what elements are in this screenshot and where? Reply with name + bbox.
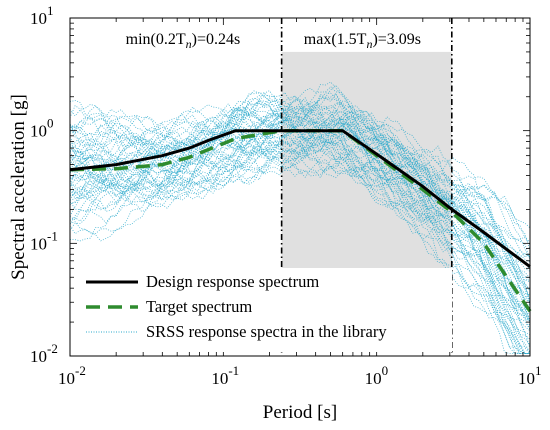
library-spectrum-line [69,149,530,354]
x-axis-title: Period [s] [263,402,337,423]
y-tick-label: 10-1 [30,228,58,253]
y-axis-title: Spectral acceleration [g] [8,94,29,280]
library-spectrum-line [69,139,530,354]
library-spectrum-line [69,127,531,313]
library-spectrum-line [69,115,531,313]
library-spectrum-line [70,140,531,353]
legend-label: Target spectrum [146,297,252,316]
legend-label: Design response spectrum [146,272,319,291]
library-spectra-layer [69,81,531,354]
library-spectrum-line [69,138,530,354]
library-spectrum-line [69,91,531,229]
x-tick-label: 10-2 [58,363,86,388]
library-spectrum-line [69,95,531,330]
period-bound-label: max(1.5Tn)=3.09s [304,31,421,51]
library-spectrum-line [69,90,531,303]
x-tick-label: 10-1 [211,363,239,388]
library-spectrum-line [69,113,531,263]
library-spectrum-line [69,131,531,292]
library-spectrum-line [69,136,530,354]
library-spectrum-line [69,131,531,327]
library-spectrum-line [69,136,531,330]
legend-box [76,268,452,352]
library-spectrum-line [69,148,531,321]
y-tick-label: 10-2 [30,341,58,366]
vline-layer: min(0.2Tn)=0.24s max(1.5Tn)=3.09s [126,18,453,356]
library-spectrum-line [70,145,531,300]
library-spectrum-line [69,121,531,259]
library-spectrum-line [69,125,531,354]
library-spectrum-line [69,111,531,320]
library-spectrum-line [69,95,531,260]
y-tick-label: 101 [30,3,54,28]
library-spectrum-line [69,142,531,353]
axes-layer: 10-2 10-1 100 101 10-2 10-1 100 101 Period [s] Sp… [8,3,542,423]
x-tick-label: 100 [365,363,389,388]
library-spectrum-line [69,141,531,282]
library-spectrum-line [69,99,531,271]
library-spectrum-line [69,129,531,349]
y-tick-label: 100 [30,116,54,141]
plot-frame [69,17,531,357]
x-tick-label: 101 [518,363,542,388]
period-bound-label: min(0.2Tn)=0.24s [126,31,241,51]
legend: Design response spectrum Target spectrum S… [76,268,452,352]
library-spectrum-line [69,120,531,320]
library-spectrum-line [69,144,530,354]
library-spectrum-line [69,86,531,324]
library-spectrum-line [69,93,531,336]
library-spectrum-line [69,109,531,346]
library-spectrum-line [69,81,531,243]
target-spectrum-line [69,128,532,313]
library-spectrum-line [69,113,530,354]
library-spectrum-line [69,102,531,303]
library-spectrum-line [69,100,531,246]
library-spectrum-line [69,131,531,309]
library-spectrum-line [69,99,531,251]
library-spectrum-line [69,149,531,340]
legend-label: SRSS response spectra in the library [146,322,387,341]
